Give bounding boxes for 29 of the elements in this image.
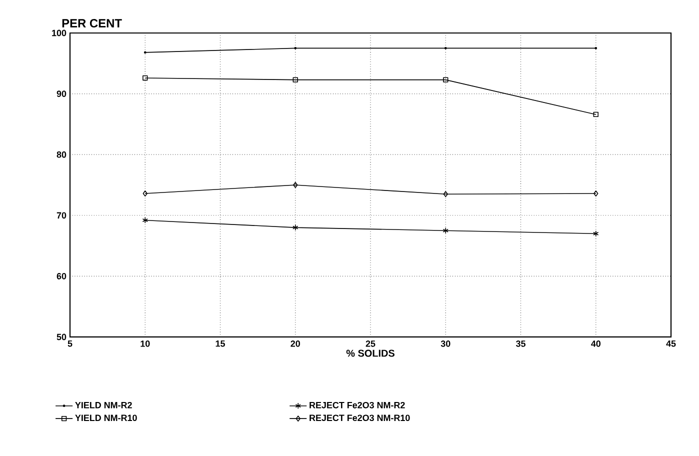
point	[293, 182, 298, 188]
y-tick-label: 50	[56, 334, 66, 340]
x-tick-label: 10	[140, 340, 150, 347]
x-tick-label: 20	[290, 340, 300, 347]
y-tick-label: 100	[52, 30, 66, 36]
x-tick-label: 40	[591, 340, 601, 347]
point	[593, 112, 598, 118]
point	[142, 75, 148, 81]
point	[292, 224, 298, 231]
x-axis-title: % SOLIDS	[346, 350, 394, 357]
y-tick-label: 80	[56, 151, 66, 158]
legend-label: REJECT Fe2O3 NM-R2	[310, 402, 405, 408]
x-tick-label: 25	[366, 340, 376, 347]
y-axis-title: PER CENT	[62, 19, 122, 28]
x-tick-label: 15	[216, 340, 225, 347]
point	[442, 227, 448, 234]
y-tick-label: 60	[56, 273, 66, 280]
x-tick-label: 45	[666, 340, 676, 347]
x-tick-label: 35	[516, 340, 526, 347]
legend-label: REJECT Fe2O3 NM-R10	[310, 414, 410, 422]
x-tick-label: 5	[68, 340, 72, 347]
point	[443, 77, 448, 82]
y-tick-label: 90	[56, 90, 66, 97]
point	[292, 77, 298, 82]
legend-label: YIELD NM-R2	[75, 402, 132, 408]
y-tick-label: 70	[56, 212, 66, 219]
x-tick-label: 30	[440, 340, 450, 347]
point	[443, 191, 448, 198]
legend-label: YIELD NM-R10	[75, 414, 137, 422]
